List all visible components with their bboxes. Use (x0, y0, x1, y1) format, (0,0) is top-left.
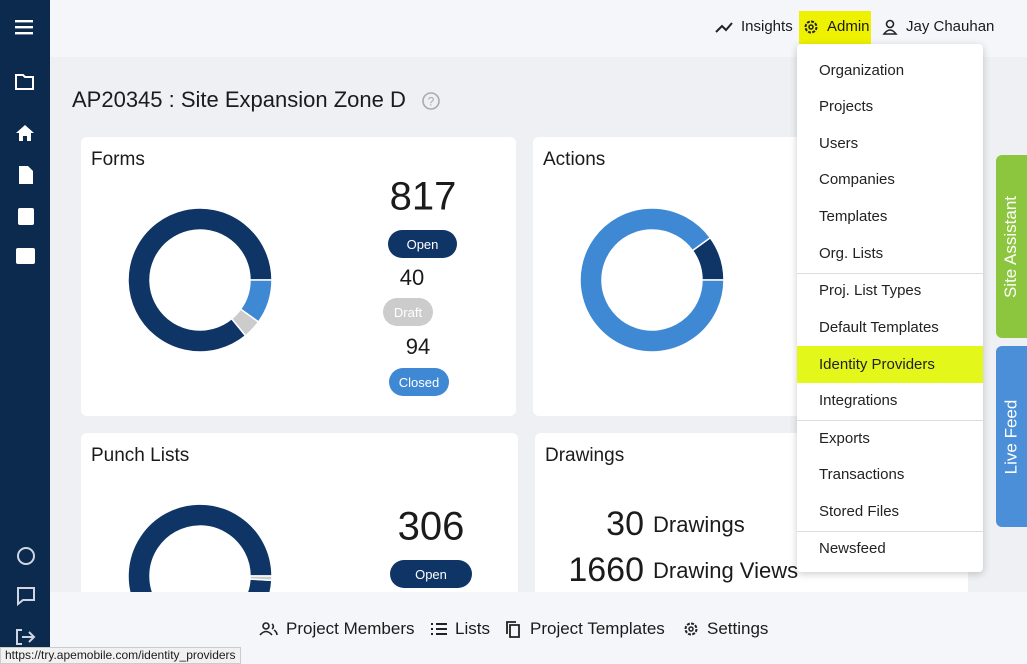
drawing-label: Drawings (653, 512, 745, 537)
card-title: Punch Lists (91, 445, 190, 466)
members-icon (259, 622, 278, 636)
insights-text: Insights (741, 18, 793, 35)
svg-text:?: ? (428, 95, 435, 109)
menu-item[interactable]: Newsfeed (819, 540, 886, 558)
drawing-count: 1660 (568, 551, 644, 589)
status-url: https://try.apemobile.com/identity_provi… (0, 647, 241, 664)
stat-value: 306 (397, 504, 465, 549)
menu-item[interactable]: Default Templates (819, 318, 939, 336)
menu-item[interactable]: Proj. List Types (819, 282, 922, 300)
sidebar (0, 0, 50, 664)
lists-link[interactable]: Lists (431, 619, 490, 639)
user-icon (882, 19, 898, 35)
templates-icon (506, 620, 520, 638)
menu-item[interactable]: Users (819, 134, 859, 152)
admin-link[interactable]: Admin (803, 18, 870, 35)
menu-item[interactable]: Integrations (819, 391, 898, 409)
stat-value: 40 (399, 265, 425, 290)
link-text: Lists (455, 619, 490, 638)
site-assistant-tab[interactable]: Site Assistant (996, 155, 1027, 338)
menu-separator (797, 272, 983, 274)
link-text: Settings (707, 619, 769, 638)
menu-item[interactable]: Identity Providers (797, 345, 983, 383)
menu-item[interactable]: Templates (819, 207, 888, 225)
stat-value: 94 (405, 334, 431, 359)
menu-item[interactable]: Stored Files (819, 502, 900, 520)
admin-menu: Organization Projects Users Companies Templa… (797, 44, 983, 572)
status-pill: Closed (389, 368, 449, 396)
help-icon[interactable]: ? (421, 91, 441, 111)
card-title: Drawings (545, 445, 625, 466)
settings-link[interactable]: Settings (683, 619, 768, 639)
insights-link[interactable]: Insights (715, 18, 793, 35)
admin-highlight (799, 11, 871, 44)
project-members-link[interactable]: Project Members (259, 619, 415, 639)
user-link[interactable]: Jay Chauhan (882, 18, 994, 35)
menu-item[interactable]: Projects (819, 98, 874, 116)
status-pill: Open (390, 560, 472, 588)
sidebar-icons (15, 20, 36, 645)
drawing-count: 30 (606, 505, 644, 543)
settings-icon (684, 622, 698, 636)
menu-separator (797, 420, 983, 421)
stat-value: 817 (389, 174, 457, 219)
tab-label: Site Assistant (1001, 195, 1021, 298)
menu-item[interactable]: Companies (819, 171, 895, 189)
menu-item[interactable]: Exports (819, 429, 870, 447)
status-pill: Draft (383, 298, 433, 326)
menu-item[interactable]: Org. Lists (819, 244, 884, 262)
tab-label: Live Feed (1001, 399, 1021, 474)
user-name: Jay Chauhan (906, 18, 995, 35)
project-templates-link[interactable]: Project Templates (506, 619, 665, 639)
status-pill: Open (388, 230, 457, 258)
drawing-label: Drawing Views (653, 558, 799, 583)
insights-icon (715, 21, 733, 33)
card-title: Forms (91, 149, 145, 170)
admin-text: Admin (827, 18, 870, 35)
menu-separator (797, 530, 983, 532)
link-text: Project Members (286, 619, 415, 638)
admin-icon (804, 20, 818, 33)
menu-item[interactable]: Transactions (819, 466, 905, 484)
menu-item[interactable]: Organization (819, 61, 905, 79)
lists-icon (431, 623, 447, 635)
card-title: Actions (543, 149, 606, 170)
link-text: Project Templates (530, 619, 665, 638)
page-title: AP20345 : Site Expansion Zone D (72, 87, 406, 112)
live-feed-tab[interactable]: Live Feed (996, 346, 1027, 527)
